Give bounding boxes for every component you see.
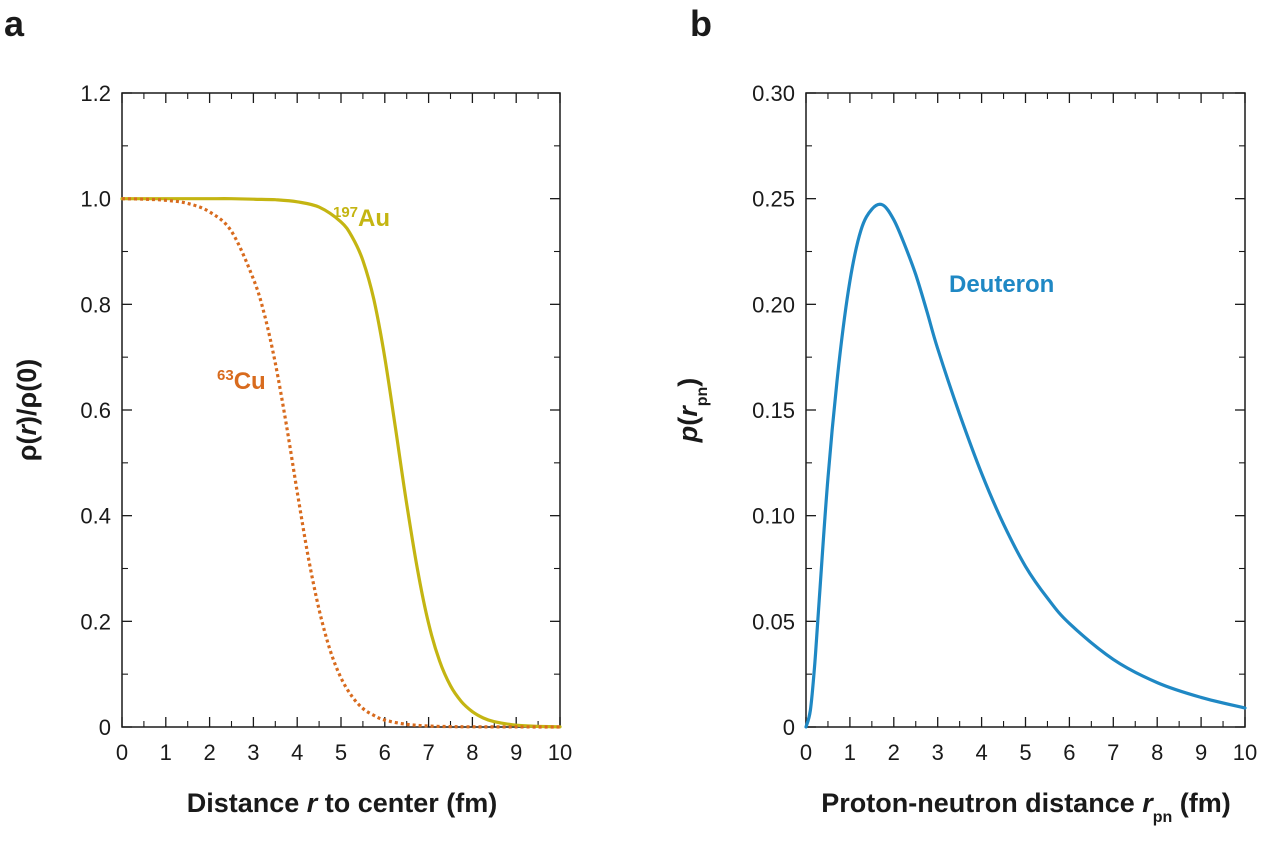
x-tick-label: 5 [1019, 740, 1031, 765]
pb-xlabel-after: (fm) [1172, 788, 1230, 818]
panel-a-plot-area [121, 92, 561, 728]
x-tick-label: 4 [975, 740, 987, 765]
y-tick-label: 0.05 [752, 609, 795, 634]
panel-a-y-axis-title: ρ(r)/ρ(0) [12, 359, 42, 461]
y-tick-label: 0.20 [752, 292, 795, 317]
y-tick-label: 0.2 [80, 609, 111, 634]
y-tick-label: 0.6 [80, 398, 111, 423]
x-tick-label: 7 [422, 740, 434, 765]
panel-a-frame [121, 92, 561, 728]
panel-b-series [804, 202, 1247, 729]
x-tick-label: 9 [1195, 740, 1207, 765]
panel-b-x-ticks: 0 1 2 3 4 5 6 7 8 9 10 [800, 93, 1257, 765]
x-tick-label: 3 [932, 740, 944, 765]
x-tick-label: 10 [548, 740, 572, 765]
panel-a-x-ticks: 0 1 2 3 4 5 6 7 8 9 10 [116, 93, 572, 765]
y-tick-label: 0.30 [752, 81, 795, 106]
series-line-deuteron [804, 202, 1247, 729]
pb-xlabel-before: Proton-neutron distance [821, 788, 1142, 818]
panel-b-y-ticks: 0 0.05 0.10 0.15 0.20 0.25 0.30 [752, 81, 1245, 740]
y-tick-label: 1.0 [80, 187, 111, 212]
y-tick-label: 0 [783, 715, 795, 740]
x-tick-label: 0 [800, 740, 812, 765]
series-label-cu: 63Cu [217, 367, 266, 395]
series-label-deuteron: Deuteron [949, 271, 1054, 298]
y-tick-label: 0.15 [752, 398, 795, 423]
x-tick-label: 0 [116, 740, 128, 765]
x-tick-label: 4 [291, 740, 303, 765]
panel-b: b 0 1 2 3 4 5 6 7 8 9 10 0 0.05 0.10 0.15 0.20 0.25 0.30… [673, 3, 1257, 826]
au-label-main: Au [358, 205, 390, 232]
panel-b-y-axis-title: p(rpn) [673, 378, 711, 444]
pb-ylabel-open: ( [673, 417, 703, 426]
panel-a-x-axis-title: Distance r to center (fm) [187, 788, 498, 818]
panel-a-letter: a [4, 3, 25, 44]
x-tick-label: 6 [379, 740, 391, 765]
pa-xlabel-var: r [307, 788, 319, 818]
pa-ylabel-pre: ρ( [12, 436, 42, 462]
x-tick-label: 1 [160, 740, 172, 765]
y-tick-label: 0.4 [80, 504, 111, 529]
panel-b-plot-area [805, 92, 1246, 728]
y-tick-label: 0.10 [752, 504, 795, 529]
y-tick-label: 0.25 [752, 187, 795, 212]
x-tick-label: 9 [510, 740, 522, 765]
panel-a-series [120, 197, 562, 729]
cu-label-sup: 63 [217, 367, 234, 384]
x-tick-label: 10 [1233, 740, 1257, 765]
x-tick-label: 6 [1063, 740, 1075, 765]
x-tick-label: 2 [888, 740, 900, 765]
y-tick-label: 1.2 [80, 81, 111, 106]
panel-b-letter: b [690, 3, 712, 44]
x-tick-label: 7 [1107, 740, 1119, 765]
pb-ylabel-var2: r [673, 405, 703, 417]
panel-a: a 0 1 2 3 4 5 6 7 8 9 10 0 0.2 0.4 0.6 0.8 1.0 1.2 197Au… [4, 3, 572, 818]
pa-ylabel-var: r [12, 424, 42, 436]
x-tick-label: 8 [1151, 740, 1163, 765]
x-tick-label: 3 [247, 740, 259, 765]
series-label-au: 197Au [333, 204, 390, 232]
pb-ylabel-sub: pn [694, 387, 711, 407]
pb-ylabel-var: p [673, 426, 703, 444]
series-line-au [120, 197, 562, 729]
pb-xlabel-var: r [1142, 788, 1154, 818]
panel-a-y-ticks: 0 0.2 0.4 0.6 0.8 1.0 1.2 [80, 81, 560, 740]
pa-ylabel-post: )/ρ(0) [12, 359, 42, 425]
x-tick-label: 1 [844, 740, 856, 765]
series-line-cu [121, 197, 561, 729]
au-label-sup: 197 [333, 204, 358, 221]
panel-b-x-axis-title: Proton-neutron distance rpn (fm) [821, 788, 1231, 826]
y-tick-label: 0.8 [80, 292, 111, 317]
pb-ylabel-close: ) [673, 378, 703, 387]
x-tick-label: 8 [466, 740, 478, 765]
pa-xlabel-before: Distance [187, 788, 307, 818]
panel-b-frame [805, 92, 1246, 728]
cu-label-main: Cu [234, 368, 266, 395]
pa-xlabel-after: to center (fm) [317, 788, 497, 818]
y-tick-label: 0 [99, 715, 111, 740]
pb-xlabel-sub: pn [1153, 809, 1173, 826]
x-tick-label: 2 [203, 740, 215, 765]
x-tick-label: 5 [335, 740, 347, 765]
